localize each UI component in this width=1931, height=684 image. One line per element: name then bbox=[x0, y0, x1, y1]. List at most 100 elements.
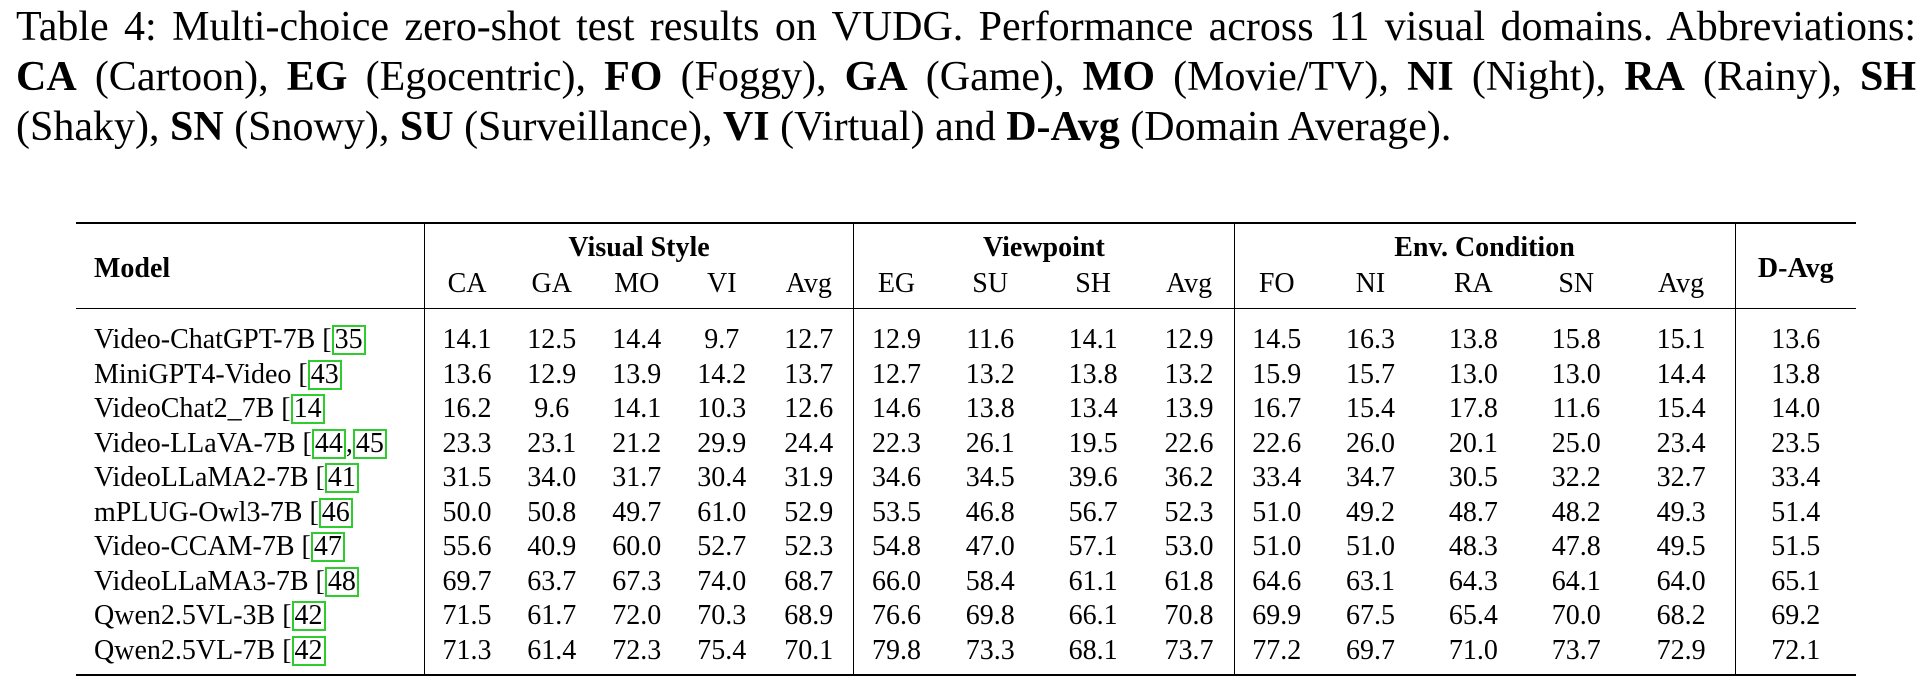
table-cell: 34.0 bbox=[527, 462, 577, 494]
table-cell: 58.4 bbox=[965, 565, 1015, 597]
table-cell: 23.3 bbox=[423, 426, 510, 461]
table-cell: 52.3 bbox=[784, 531, 834, 563]
caption-abbr-full: (Movie/TV) bbox=[1154, 54, 1379, 100]
table-cell: 31.7 bbox=[612, 462, 662, 494]
table-cell: 33.4 bbox=[1734, 461, 1856, 496]
table-cell: 12.9 bbox=[1164, 324, 1214, 356]
table-cell: 67.3 bbox=[612, 565, 662, 597]
table-cell: 72.1 bbox=[1734, 633, 1856, 675]
column-header-ra: RA bbox=[1421, 266, 1525, 309]
caption-text: Table 4: Multi-choice zero-shot test res… bbox=[16, 4, 1916, 50]
model-name: Video-CCAM-7B [47 bbox=[76, 530, 424, 565]
table-row: VideoChat2_7B [14 16.2 9.6 14.1 10.3 12.6 14.6… bbox=[76, 392, 1856, 427]
table-row: MiniGPT4-Video [43 13.6 12.9 13.9 14.2 13.7 12… bbox=[76, 357, 1856, 393]
table-cell: 20.1 bbox=[1448, 427, 1498, 459]
table-cell: 33.4 bbox=[1233, 461, 1319, 496]
column-header-avg-0: Avg bbox=[764, 266, 854, 309]
table-cell: 68.7 bbox=[784, 565, 834, 597]
table-cell: 13.9 bbox=[612, 358, 662, 390]
table-cell: 61.8 bbox=[1164, 565, 1214, 597]
table-cell: 52.9 bbox=[784, 496, 834, 528]
table-cell: 23.5 bbox=[1734, 426, 1856, 461]
citation-link[interactable]: 41 bbox=[324, 463, 359, 494]
table-cell: 52.3 bbox=[1164, 496, 1214, 528]
table-cell: 12.6 bbox=[784, 393, 834, 425]
table-cell: 72.9 bbox=[1656, 634, 1706, 666]
table-cell: 15.1 bbox=[1656, 324, 1706, 356]
model-header: Model bbox=[76, 223, 425, 309]
column-header-mo: MO bbox=[594, 266, 680, 309]
table-cell: 61.1 bbox=[1068, 565, 1118, 597]
table-cell: 32.7 bbox=[1656, 462, 1706, 494]
table-cell: 48.2 bbox=[1551, 496, 1601, 528]
table-cell: 74.0 bbox=[697, 565, 747, 597]
citation-link[interactable]: 43 bbox=[307, 359, 342, 390]
table-cell: 61.0 bbox=[697, 496, 747, 528]
table-cell: 23.1 bbox=[527, 427, 577, 459]
column-header-ga: GA bbox=[509, 266, 595, 309]
table-cell: 30.4 bbox=[697, 462, 747, 494]
table-cell: 30.5 bbox=[1448, 462, 1498, 494]
caption-abbr: GA bbox=[844, 54, 908, 100]
caption-abbr: RA bbox=[1624, 54, 1685, 100]
caption-abbr-full: (Snowy) bbox=[223, 104, 379, 150]
table-cell: 56.7 bbox=[1068, 496, 1118, 528]
table-cell: 19.5 bbox=[1068, 427, 1118, 459]
table-cell: 21.2 bbox=[612, 427, 662, 459]
table-cell: 23.4 bbox=[1656, 427, 1706, 459]
column-header-su: SU bbox=[938, 266, 1042, 309]
model-name: VideoLLaMA3-7B [48 bbox=[76, 565, 424, 600]
table-cell: 10.3 bbox=[697, 393, 747, 425]
table-cell: 70.1 bbox=[784, 634, 834, 666]
caption-abbr: CA bbox=[16, 54, 77, 100]
citation-link[interactable]: 47 bbox=[310, 532, 345, 563]
table-cell: 73.7 bbox=[1164, 634, 1214, 666]
table-cell: 69.2 bbox=[1734, 599, 1856, 634]
table-cell: 13.8 bbox=[1068, 358, 1118, 390]
table-cell: 50.0 bbox=[423, 495, 510, 530]
table-cell: 13.6 bbox=[423, 357, 510, 392]
caption-abbr: NI bbox=[1407, 54, 1454, 100]
citation-link[interactable]: 48 bbox=[324, 566, 359, 597]
table-cell: 22.6 bbox=[1233, 426, 1319, 461]
citation-link[interactable]: 44 bbox=[311, 428, 346, 459]
table-cell: 47.0 bbox=[965, 531, 1015, 563]
citation-link[interactable]: 45 bbox=[352, 428, 387, 459]
table-cell: 22.6 bbox=[1164, 427, 1214, 459]
table-cell: 51.4 bbox=[1734, 495, 1856, 530]
table-cell: 50.8 bbox=[527, 496, 577, 528]
table-cell: 39.6 bbox=[1068, 462, 1118, 494]
table-cell: 13.4 bbox=[1068, 393, 1118, 425]
caption-abbr-full: (Rainy) bbox=[1684, 54, 1832, 100]
citation-link[interactable]: 14 bbox=[290, 394, 325, 425]
citation-link[interactable]: 46 bbox=[318, 497, 353, 528]
caption-abbr-full: (Egocentric) bbox=[347, 54, 576, 100]
table-cell: 31.9 bbox=[784, 462, 834, 494]
table-cell: 51.0 bbox=[1233, 495, 1319, 530]
column-header-sn: SN bbox=[1524, 266, 1628, 309]
table-cell: 15.8 bbox=[1551, 324, 1601, 356]
citation-link[interactable]: 35 bbox=[331, 325, 366, 356]
table-cell: 12.7 bbox=[784, 324, 834, 356]
table-cell: 11.6 bbox=[1552, 393, 1601, 425]
table-cell: 46.8 bbox=[965, 496, 1015, 528]
citation-link[interactable]: 42 bbox=[291, 601, 326, 632]
model-name: MiniGPT4-Video [43 bbox=[76, 358, 424, 393]
table-row: Qwen2.5VL-3B [42 71.5 61.7 72.0 70.3 68.9 76.6… bbox=[76, 599, 1856, 634]
group-header-visual-style: Visual Style bbox=[423, 223, 854, 266]
table-cell: 73.3 bbox=[965, 634, 1015, 666]
table-cell: 66.1 bbox=[1068, 600, 1118, 632]
table-cell: 24.4 bbox=[784, 427, 834, 459]
citation-link[interactable]: 42 bbox=[291, 635, 326, 666]
table-cell: 13.0 bbox=[1448, 358, 1498, 390]
table-cell: 71.0 bbox=[1448, 634, 1498, 666]
table-cell: 12.9 bbox=[527, 358, 577, 390]
table-cell: 64.1 bbox=[1551, 565, 1601, 597]
caption-abbr-full: (Cartoon) bbox=[76, 54, 259, 100]
column-header-eg: EG bbox=[853, 266, 939, 309]
table-cell: 14.1 bbox=[1068, 324, 1118, 356]
model-name: mPLUG-Owl3-7B [46 bbox=[76, 496, 424, 531]
column-header-fo: FO bbox=[1233, 266, 1319, 309]
table-cell: 13.8 bbox=[965, 393, 1015, 425]
table-cell: 14.1 bbox=[612, 393, 662, 425]
